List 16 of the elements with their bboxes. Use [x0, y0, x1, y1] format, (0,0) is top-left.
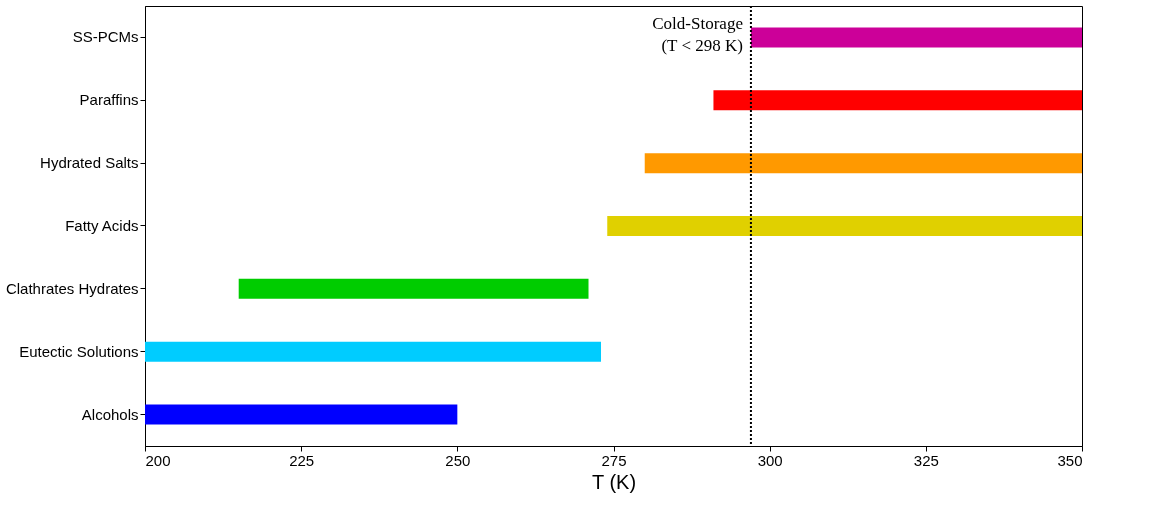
y-tick-label: Paraffins: [79, 91, 139, 109]
x-tick-label: 325: [913, 451, 939, 469]
y-tick-label: Clathrates Hydrates: [5, 279, 139, 297]
x-tick-label: 225: [289, 451, 315, 469]
y-tick-label: Alcohols: [81, 405, 139, 423]
x-tick-label: 275: [601, 451, 627, 469]
x-tick-label: 350: [1057, 451, 1083, 469]
y-tick-label: Fatty Acids: [65, 217, 139, 234]
y-tick-label: Hydrated Salts: [40, 154, 139, 172]
y-tick-label: SS-PCMs: [72, 28, 139, 46]
y-tick-label: Eutectic Solutions: [19, 342, 139, 360]
x-tick-label: 200: [145, 451, 171, 469]
ref-line-label: Cold-Storage (T < 298 K): [652, 14, 743, 55]
x-axis-title: T (K): [591, 470, 637, 493]
x-tick-label: 250: [445, 451, 471, 469]
x-tick-label: 300: [757, 451, 783, 469]
